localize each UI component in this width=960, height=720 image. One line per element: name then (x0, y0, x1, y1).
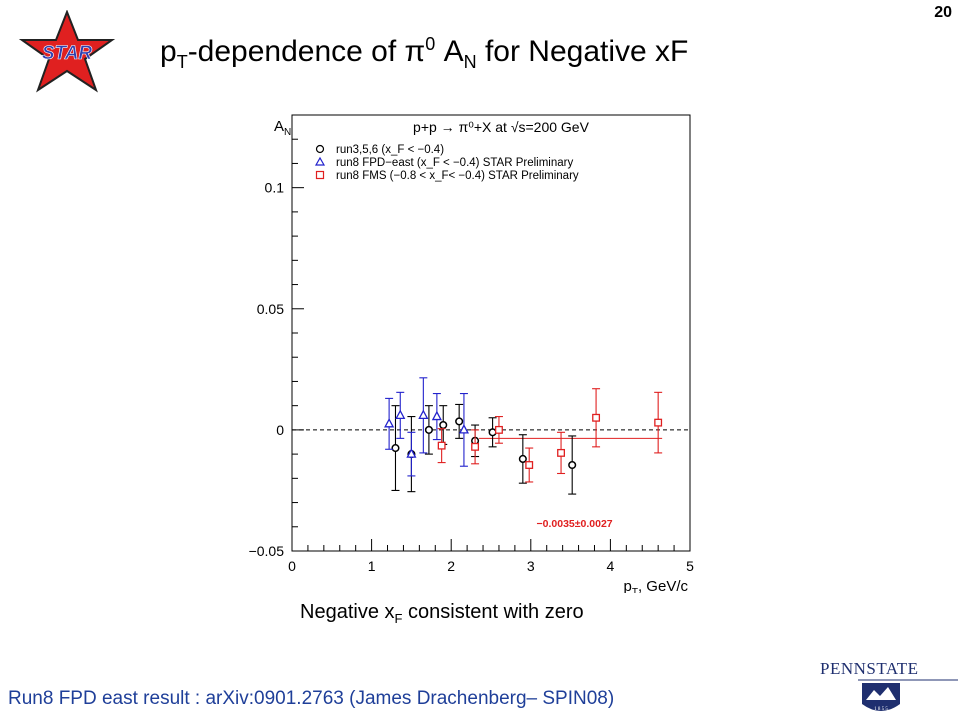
data-point-triangle (395, 409, 406, 420)
data-point-circle (568, 460, 577, 470)
star-logo: STAR (18, 10, 116, 93)
data-point-circle (455, 417, 464, 426)
y-axis-label: AN (274, 118, 291, 138)
chart-title: p+p → π⁰+X at √s=200 GeV (413, 119, 590, 135)
data-point-triangle (406, 448, 417, 458)
data-point-square (437, 441, 446, 450)
title-sub-t: T (176, 52, 188, 72)
pennstate-logo: PENNSTATE 1 8 5 5 (820, 659, 958, 712)
data-point-square (495, 425, 503, 434)
y-tick-label: 0 (276, 422, 284, 438)
data-point-circle (439, 420, 448, 430)
legend-marker-triangle (314, 156, 326, 166)
fit-label: −0.0035±0.0027 (537, 518, 613, 530)
legend-entry: run3,5,6 (x_F < −0.4) (336, 144, 444, 156)
caption: Negative xF consistent with zero (300, 601, 584, 626)
y-tick-label: −0.05 (249, 543, 285, 559)
data-point-square (525, 461, 534, 469)
caption-post: consistent with zero (402, 601, 584, 623)
data-point-square (471, 442, 480, 451)
x-tick-label: 5 (686, 558, 694, 574)
data-point-triangle (418, 409, 429, 420)
slide-title: pT-dependence of π0 AN for Negative xF (160, 34, 688, 73)
title-part: -dependence of π (187, 35, 426, 68)
title-sup: 0 (425, 34, 436, 54)
x-axis-label: pT, GeV/c (624, 578, 689, 593)
star-logo-text: STAR (42, 43, 93, 64)
title-part: A (435, 35, 464, 68)
legend-marker-square (315, 170, 325, 180)
data-point-square (654, 418, 663, 427)
legend-entry: run8 FMS (−0.8 < x_F< −0.4) STAR Prelimi… (336, 170, 579, 182)
footer-reference: Run8 FPD east result : arXiv:0901.2763 (… (8, 688, 615, 709)
x-tick-label: 2 (447, 558, 455, 574)
legend-entry: run8 FPD−east (x_F < −0.4) STAR Prelimin… (336, 157, 573, 169)
data-point-triangle (431, 410, 442, 421)
data-point-triangle (458, 424, 470, 434)
data-point-circle (424, 425, 433, 434)
x-tick-label: 3 (527, 558, 535, 574)
data-point-circle (488, 428, 497, 437)
star-logo-shape (18, 10, 116, 93)
x-tick-label: 1 (368, 558, 376, 574)
title-part: for Negative xF (476, 35, 689, 68)
legend-marker-circle (315, 144, 325, 154)
caption-pre: Negative x (300, 601, 395, 623)
data-point-square (557, 448, 565, 457)
data-point-square (592, 413, 601, 422)
data-point-triangle (384, 417, 395, 428)
pennstate-logo-text: PENNSTATE (820, 659, 919, 678)
pennstate-year: 1 8 5 5 (874, 707, 888, 712)
title-part: p (160, 35, 177, 68)
page-number: 20 (934, 4, 952, 21)
data-point-circle (391, 444, 400, 453)
x-tick-label: 0 (288, 558, 296, 574)
y-tick-label: 0.1 (265, 180, 285, 196)
x-tick-label: 4 (607, 558, 615, 574)
y-tick-label: 0.05 (257, 301, 284, 317)
data-point-circle (518, 454, 527, 464)
title-sub-n: N (463, 52, 477, 72)
caption-sub: F (394, 611, 403, 626)
